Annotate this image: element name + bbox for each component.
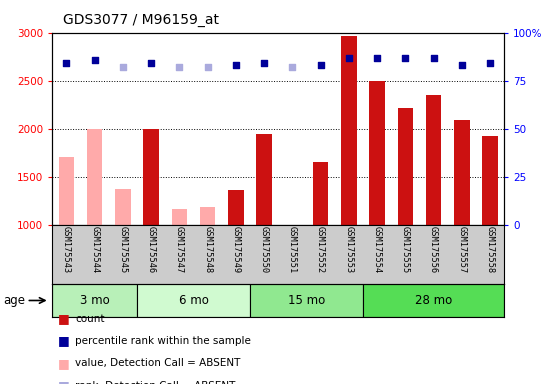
Text: 28 mo: 28 mo — [415, 294, 452, 307]
Bar — [250, 284, 363, 317]
Text: GSM175548: GSM175548 — [203, 227, 212, 274]
Text: GSM175550: GSM175550 — [260, 227, 269, 274]
Bar — [115, 189, 131, 225]
Bar — [52, 284, 137, 317]
Text: GSM175558: GSM175558 — [485, 227, 495, 274]
Text: rank, Detection Call = ABSENT: rank, Detection Call = ABSENT — [75, 381, 236, 384]
Text: ■: ■ — [58, 334, 69, 348]
Bar — [87, 129, 102, 225]
Text: GSM175549: GSM175549 — [231, 227, 240, 274]
Text: GSM175545: GSM175545 — [118, 227, 127, 274]
Bar — [341, 36, 356, 225]
Text: count: count — [75, 314, 105, 324]
Bar — [143, 129, 159, 225]
Point — [401, 55, 410, 61]
Text: ■: ■ — [58, 357, 69, 370]
Point — [485, 60, 494, 66]
Point — [203, 64, 212, 70]
Point — [175, 64, 184, 70]
Text: ■: ■ — [58, 312, 69, 325]
Text: GSM175543: GSM175543 — [62, 227, 71, 274]
Point — [260, 60, 268, 66]
Point — [457, 62, 466, 68]
Text: GSM175554: GSM175554 — [372, 227, 382, 274]
Text: GSM175556: GSM175556 — [429, 227, 438, 274]
Point — [316, 62, 325, 68]
Text: value, Detection Call = ABSENT: value, Detection Call = ABSENT — [75, 358, 241, 368]
Bar — [59, 157, 74, 225]
Point — [372, 55, 381, 61]
Point — [429, 55, 438, 61]
Text: ■: ■ — [58, 379, 69, 384]
Bar — [228, 190, 244, 225]
Point — [344, 55, 353, 61]
Point — [288, 64, 297, 70]
Point — [118, 64, 127, 70]
Text: GSM175557: GSM175557 — [457, 227, 466, 274]
Text: 3 mo: 3 mo — [80, 294, 110, 307]
Bar — [137, 284, 250, 317]
Text: GSM175544: GSM175544 — [90, 227, 99, 274]
Point — [90, 56, 99, 63]
Bar — [426, 95, 441, 225]
Point — [231, 62, 240, 68]
Text: GSM175555: GSM175555 — [401, 227, 410, 274]
Bar — [313, 162, 328, 225]
Bar — [363, 284, 504, 317]
Text: 6 mo: 6 mo — [179, 294, 208, 307]
Text: 15 mo: 15 mo — [288, 294, 325, 307]
Bar — [172, 209, 187, 225]
Point — [62, 60, 71, 66]
Bar — [482, 136, 498, 225]
Bar — [200, 207, 215, 225]
Bar — [454, 121, 469, 225]
Text: GSM175552: GSM175552 — [316, 227, 325, 274]
Bar — [256, 134, 272, 225]
Text: GSM175547: GSM175547 — [175, 227, 184, 274]
Text: percentile rank within the sample: percentile rank within the sample — [75, 336, 251, 346]
Bar — [398, 109, 413, 225]
Text: GSM175551: GSM175551 — [288, 227, 297, 274]
Text: age: age — [3, 294, 25, 307]
Text: GSM175546: GSM175546 — [147, 227, 156, 274]
Point — [147, 60, 155, 66]
Text: GDS3077 / M96159_at: GDS3077 / M96159_at — [63, 13, 219, 27]
Text: GSM175553: GSM175553 — [344, 227, 353, 274]
Bar — [369, 81, 385, 225]
